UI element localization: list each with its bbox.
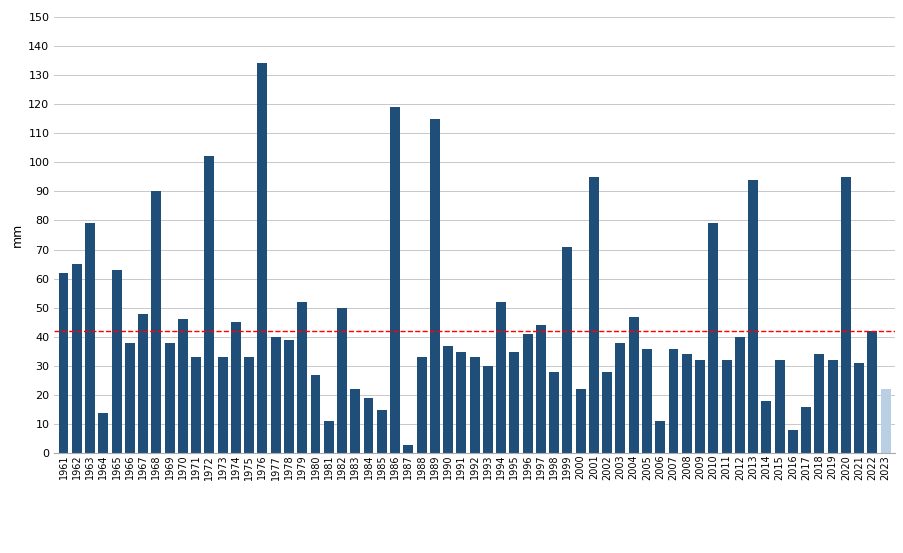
Bar (416, 357, 426, 453)
Bar (257, 63, 267, 453)
Bar (853, 363, 863, 453)
Bar (694, 360, 704, 453)
Bar (535, 325, 545, 453)
Bar (125, 343, 135, 453)
Bar (827, 360, 837, 453)
Bar (429, 118, 439, 453)
Bar (389, 107, 399, 453)
Bar (482, 366, 492, 453)
Bar (589, 177, 599, 453)
Bar (601, 372, 611, 453)
Y-axis label: mm: mm (11, 223, 24, 247)
Bar (800, 407, 810, 453)
Bar (230, 322, 240, 453)
Bar (655, 421, 665, 453)
Bar (85, 223, 95, 453)
Bar (297, 302, 307, 453)
Bar (337, 308, 347, 453)
Bar (164, 343, 174, 453)
Bar (442, 346, 452, 453)
Bar (549, 372, 559, 453)
Bar (403, 445, 413, 453)
Bar (641, 348, 651, 453)
Bar (59, 273, 69, 453)
Bar (469, 357, 479, 453)
Bar (310, 375, 320, 453)
Bar (681, 354, 691, 453)
Bar (734, 337, 744, 453)
Bar (191, 357, 200, 453)
Bar (71, 264, 81, 453)
Bar (496, 302, 506, 453)
Bar (840, 177, 850, 453)
Bar (138, 314, 148, 453)
Bar (363, 398, 373, 453)
Bar (760, 401, 770, 453)
Bar (615, 343, 625, 453)
Bar (204, 156, 214, 453)
Bar (787, 430, 797, 453)
Bar (774, 360, 784, 453)
Bar (178, 320, 188, 453)
Bar (522, 334, 532, 453)
Bar (218, 357, 228, 453)
Bar (575, 389, 585, 453)
Bar (244, 357, 254, 453)
Bar (562, 247, 572, 453)
Bar (867, 331, 877, 453)
Bar (151, 191, 161, 453)
Bar (323, 421, 333, 453)
Bar (509, 352, 519, 453)
Bar (708, 223, 718, 453)
Bar (98, 413, 108, 453)
Bar (349, 389, 359, 453)
Bar (377, 410, 386, 453)
Bar (270, 337, 280, 453)
Bar (111, 270, 121, 453)
Bar (456, 352, 466, 453)
Bar (721, 360, 731, 453)
Bar (628, 316, 638, 453)
Bar (668, 348, 678, 453)
Bar (748, 180, 758, 453)
Bar (284, 340, 293, 453)
Bar (814, 354, 824, 453)
Bar (880, 389, 889, 453)
